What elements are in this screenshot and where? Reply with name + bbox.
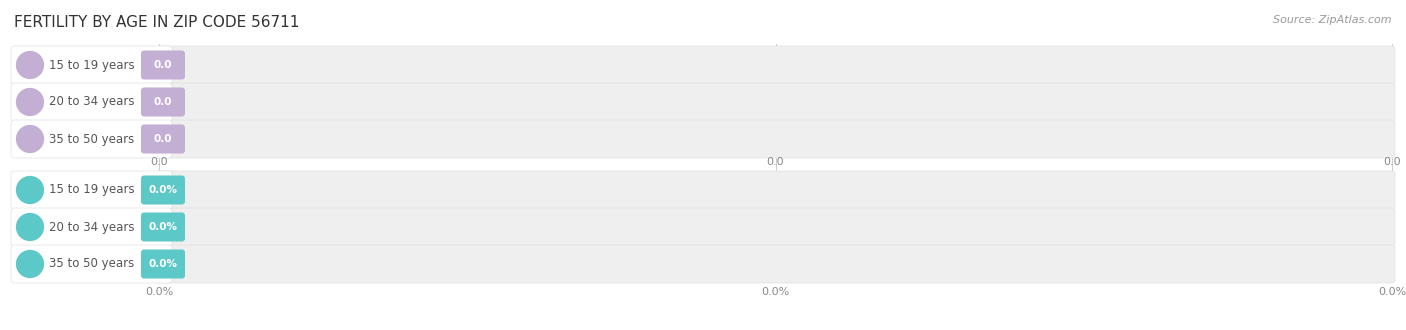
FancyBboxPatch shape: [141, 249, 186, 279]
Circle shape: [17, 214, 44, 241]
FancyBboxPatch shape: [156, 120, 1395, 158]
Circle shape: [17, 177, 44, 203]
Text: 20 to 34 years: 20 to 34 years: [49, 95, 135, 109]
Text: 0.0%: 0.0%: [149, 259, 177, 269]
Text: 35 to 50 years: 35 to 50 years: [49, 133, 135, 146]
Text: 0.0%: 0.0%: [145, 287, 173, 297]
FancyBboxPatch shape: [141, 50, 186, 80]
Text: 0.0: 0.0: [153, 60, 173, 70]
Text: FERTILITY BY AGE IN ZIP CODE 56711: FERTILITY BY AGE IN ZIP CODE 56711: [14, 15, 299, 30]
FancyBboxPatch shape: [11, 208, 172, 246]
Text: 0.0: 0.0: [153, 97, 173, 107]
FancyBboxPatch shape: [156, 83, 1395, 121]
Text: 15 to 19 years: 15 to 19 years: [49, 183, 135, 196]
FancyBboxPatch shape: [141, 124, 186, 153]
Text: 0.0%: 0.0%: [149, 222, 177, 232]
Text: 0.0: 0.0: [150, 157, 167, 167]
FancyBboxPatch shape: [11, 171, 172, 209]
Text: 0.0%: 0.0%: [762, 287, 790, 297]
Circle shape: [17, 125, 44, 152]
Circle shape: [17, 51, 44, 79]
Text: 20 to 34 years: 20 to 34 years: [49, 220, 135, 234]
FancyBboxPatch shape: [156, 171, 1395, 209]
Text: 0.0: 0.0: [766, 157, 785, 167]
FancyBboxPatch shape: [156, 208, 1395, 246]
Text: 0.0: 0.0: [153, 134, 173, 144]
FancyBboxPatch shape: [141, 213, 186, 242]
Text: 0.0: 0.0: [1384, 157, 1400, 167]
Text: 15 to 19 years: 15 to 19 years: [49, 58, 135, 72]
FancyBboxPatch shape: [141, 87, 186, 116]
Text: Source: ZipAtlas.com: Source: ZipAtlas.com: [1274, 15, 1392, 25]
FancyBboxPatch shape: [156, 46, 1395, 84]
Text: 0.0%: 0.0%: [1378, 287, 1406, 297]
Circle shape: [17, 250, 44, 278]
FancyBboxPatch shape: [11, 83, 172, 121]
Circle shape: [17, 88, 44, 116]
FancyBboxPatch shape: [11, 120, 172, 158]
FancyBboxPatch shape: [11, 46, 172, 84]
FancyBboxPatch shape: [141, 176, 186, 205]
Text: 0.0%: 0.0%: [149, 185, 177, 195]
FancyBboxPatch shape: [11, 245, 172, 283]
Text: 35 to 50 years: 35 to 50 years: [49, 257, 135, 271]
FancyBboxPatch shape: [156, 245, 1395, 283]
